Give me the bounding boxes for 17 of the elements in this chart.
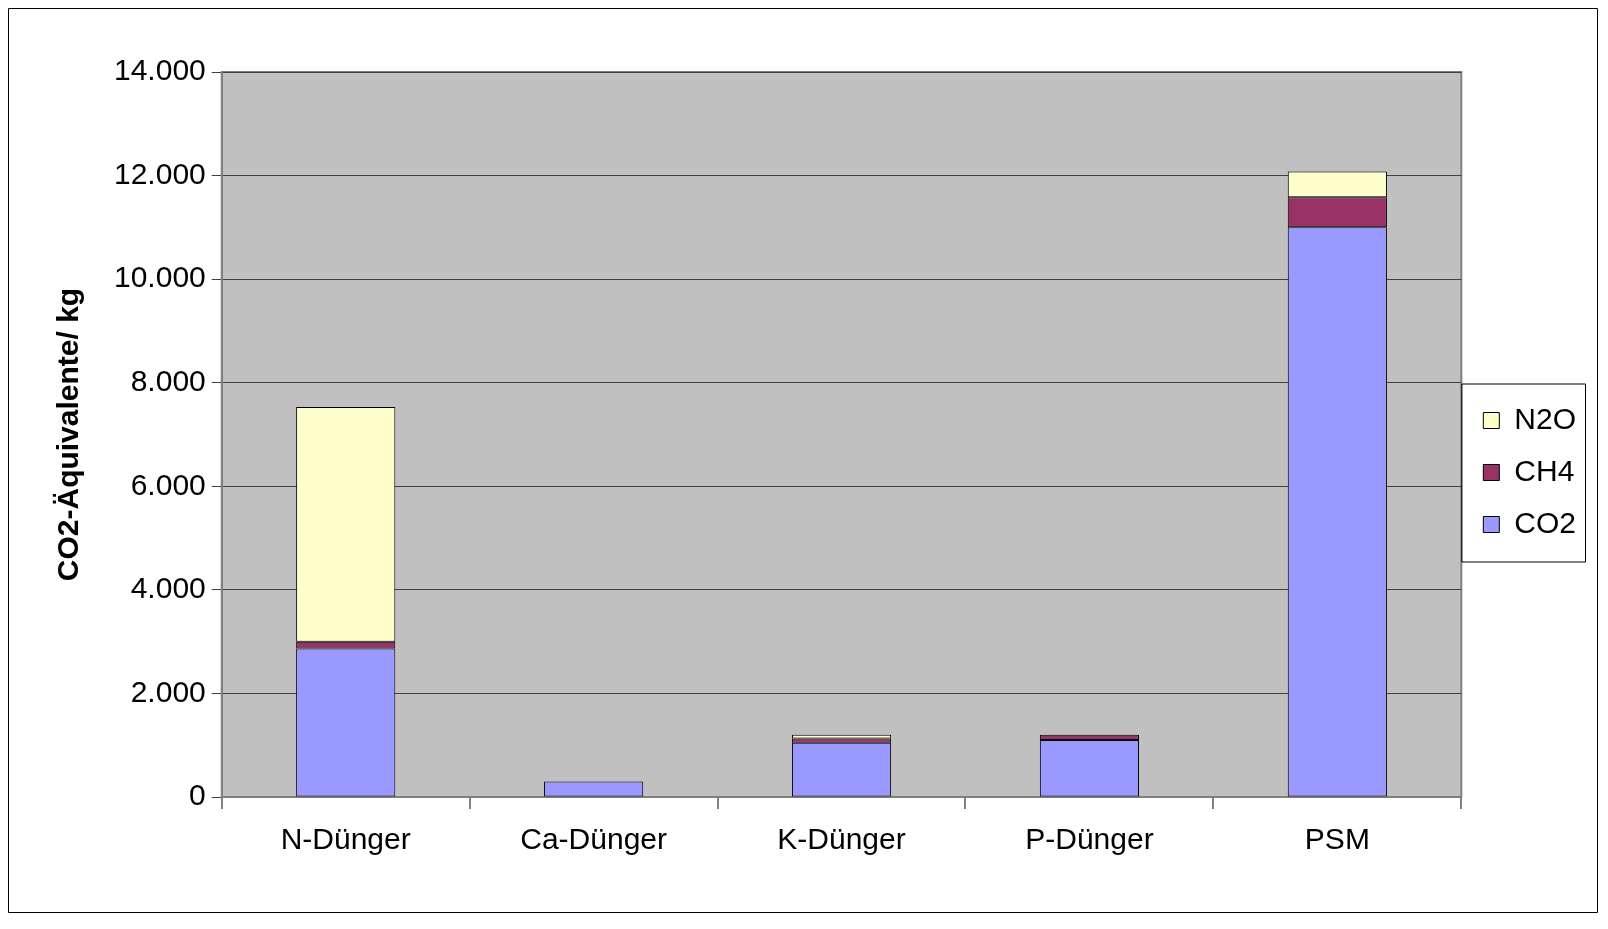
y-tick-label: 0 xyxy=(189,778,206,812)
legend-label: CH4 xyxy=(1514,453,1575,487)
y-tick-label: 10.000 xyxy=(113,260,206,294)
y-tick-label: 14.000 xyxy=(113,53,206,87)
y-tick-label: 8.000 xyxy=(130,363,206,397)
x-tick-label: PSM xyxy=(1304,822,1370,856)
y-tick-label: 2.000 xyxy=(130,674,206,708)
legend-label: CO2 xyxy=(1514,505,1576,539)
legend-label: N2O xyxy=(1514,401,1576,435)
y-axis-title: CO2-Äquivalente/ kg xyxy=(51,287,85,582)
y-tick-label: 6.000 xyxy=(130,467,206,501)
x-tick-label: N-Dünger xyxy=(280,822,411,856)
x-tick-label: P-Dünger xyxy=(1025,822,1154,856)
x-tick-label: Ca-Dünger xyxy=(520,822,667,856)
y-tick-label: 4.000 xyxy=(130,571,206,605)
y-tick-label: 12.000 xyxy=(113,156,206,190)
x-tick-label: K-Dünger xyxy=(777,822,906,856)
